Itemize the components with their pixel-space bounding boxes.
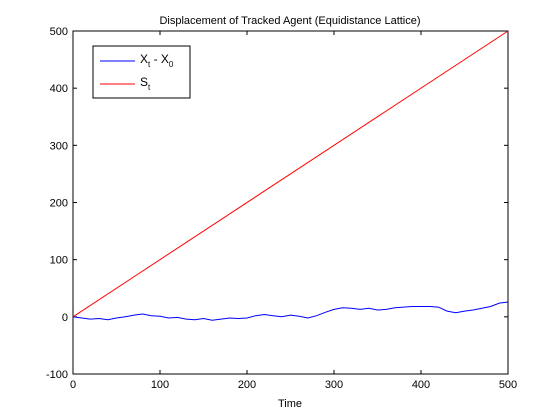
x-tick-label: 300 [325,379,343,391]
legend: Xt - X0 St [92,45,191,99]
x-tick-label: 500 [499,379,517,391]
x-tick-label: 0 [70,379,76,391]
y-tick-label: 400 [50,83,68,95]
x-axis-label: Time [278,398,302,410]
legend-box [92,45,191,99]
series-line-2 [72,30,509,318]
y-tick-label: 500 [50,26,68,38]
y-tick-label: 300 [50,140,68,152]
y-tick-label: 200 [50,198,68,210]
x-tick-label: 100 [151,379,169,391]
x-tick-label: 400 [412,379,430,391]
y-tick-label: 0 [62,312,68,324]
legend-label-1: Xt - X0 [140,52,174,69]
x-tick-label: 200 [238,379,256,391]
legend-label-2: St [140,75,151,92]
y-tick-label: -100 [46,369,68,381]
chart-title: Displacement of Tracked Agent (Equidista… [159,15,420,27]
series-line-1 [72,301,509,321]
y-tick-label: 100 [50,255,68,267]
